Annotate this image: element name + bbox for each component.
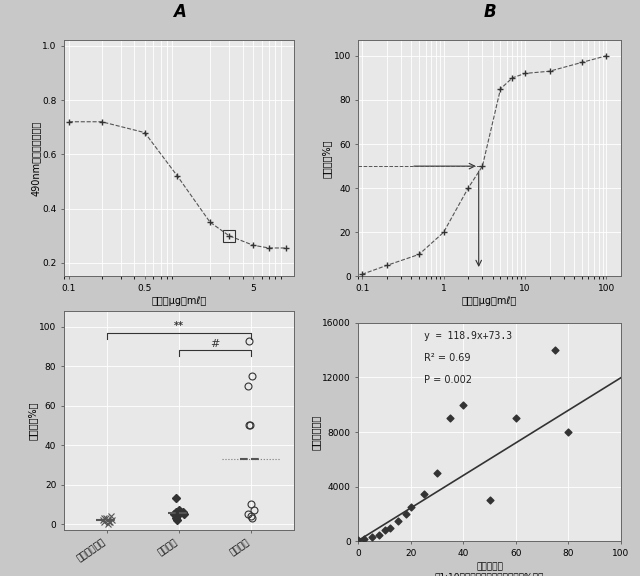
Point [445,414,456,423]
Point [419,489,429,498]
Point [380,526,390,535]
Point [511,414,521,423]
Y-axis label: 490nmにおける吸光度: 490nmにおける吸光度 [31,121,40,196]
Point [563,427,573,437]
X-axis label: 濃度（μg／mℓ）: 濃度（μg／mℓ） [152,296,207,306]
Text: y = 118.9x+73.3: y = 118.9x+73.3 [424,331,512,341]
Point [393,516,403,525]
Y-axis label: 物理学的力価: 物理学的力価 [310,414,321,450]
Text: A: A [173,3,186,21]
Point [401,510,411,518]
Y-axis label: 阔害率（%）: 阔害率（%） [28,401,38,439]
Point [358,534,369,543]
Point [432,468,442,478]
Point [406,503,416,512]
Point [550,346,561,355]
Text: R² = 0.69: R² = 0.69 [424,353,470,363]
Point [385,523,395,532]
Point [367,533,377,542]
Point [374,530,385,539]
Y-axis label: 阔害率（%）: 阔害率（%） [322,139,332,177]
Text: #: # [211,339,220,348]
Point [353,536,364,545]
Point [484,496,495,505]
Point [458,400,468,410]
Text: B: B [483,3,496,21]
Text: P = 0.002: P = 0.002 [424,375,472,385]
X-axis label: 濃度（μg／mℓ）: 濃度（μg／mℓ） [462,296,517,306]
Text: **: ** [174,321,184,331]
X-axis label: 機能的力価
（1:10希釈液の血清での阔害率（%））: 機能的力価 （1:10希釈液の血清での阔害率（%）） [435,562,544,576]
